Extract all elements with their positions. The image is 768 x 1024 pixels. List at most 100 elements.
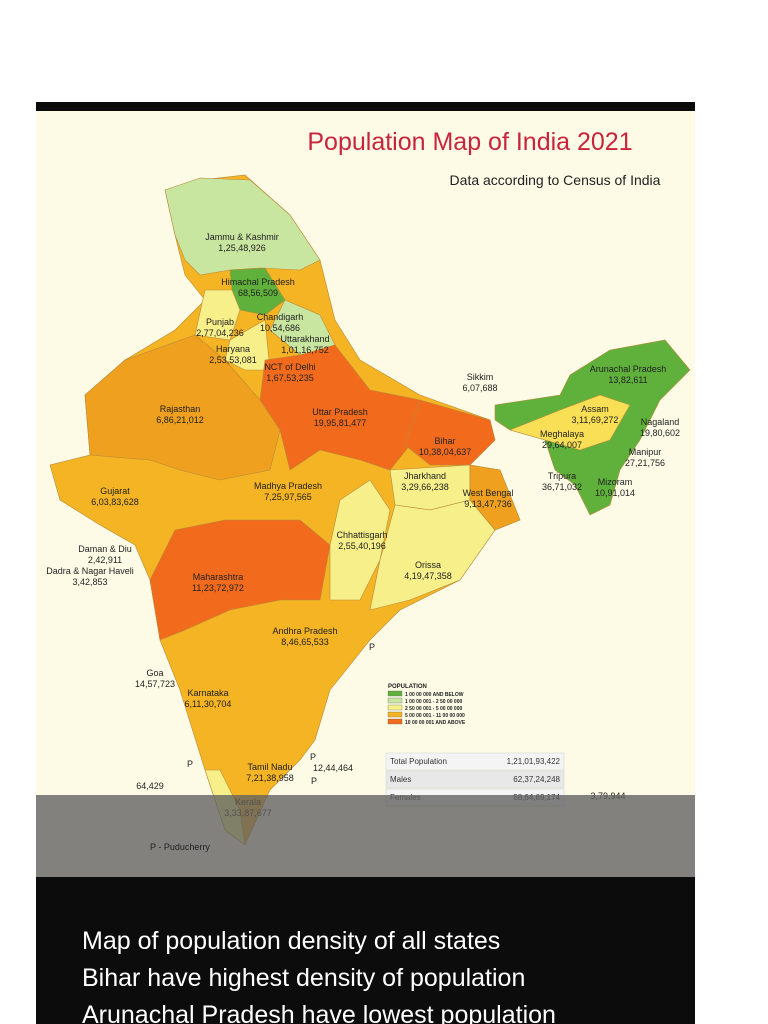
marker-note: P - Puducherry — [150, 842, 210, 852]
region-name: Manipur — [629, 447, 662, 457]
region-population: 19,80,602 — [640, 428, 680, 438]
region-population: 19,95,81,477 — [314, 418, 367, 428]
state-region — [329, 479, 391, 601]
top-bar — [36, 102, 695, 111]
region-population: 11,23,72,972 — [192, 583, 244, 593]
region-name: Andhra Pradesh — [272, 626, 337, 636]
region-name: NCT of Delhi — [264, 362, 315, 372]
totals-value: 1,21,01,93,422 — [507, 757, 561, 766]
region-population: 10,38,04,637 — [419, 447, 472, 457]
region-name: Goa — [146, 668, 163, 678]
region-population: 6,07,688 — [462, 383, 497, 393]
region-name: Orissa — [415, 560, 441, 570]
region-population: 1,01,16,752 — [281, 345, 329, 355]
region-population: 2,77,04,236 — [196, 328, 244, 338]
map-title: Population Map of India 2021 — [307, 128, 632, 156]
region-name: Chhattisgarh — [336, 530, 387, 540]
marker: P — [369, 642, 375, 652]
legend-title: POPULATION — [388, 684, 427, 690]
legend-label: 5 00 00 001 - 11 00 00 000 — [405, 713, 465, 719]
caption-panel — [36, 877, 695, 1024]
region-population: 3,11,69,272 — [572, 415, 619, 425]
region-population: 6,86,21,012 — [156, 415, 204, 425]
region-name: Dadra & Nagar Haveli — [46, 566, 134, 576]
state-region — [164, 177, 321, 276]
region-population: 2,53,53,081 — [209, 355, 257, 365]
region-name: West Bengal — [463, 488, 514, 498]
caption-line: Arunachal Pradesh have lowest population — [82, 1001, 556, 1024]
region-name: Uttarakhand — [280, 334, 329, 344]
region-name: Punjab — [206, 317, 234, 327]
legend-swatch — [387, 704, 403, 711]
region-name: Assam — [581, 404, 609, 414]
region-name: Meghalaya — [540, 429, 584, 439]
marker: P — [310, 752, 316, 762]
region-population: 64,429 — [136, 781, 164, 791]
region-name: Karnataka — [187, 688, 228, 698]
region-name: Haryana — [216, 344, 250, 354]
region-population: 6,03,83,628 — [91, 497, 139, 507]
region-population: 7,25,97,565 — [264, 492, 312, 502]
region-population: 68,56,509 — [238, 288, 278, 298]
region-name: Jharkhand — [404, 471, 446, 481]
region-name: Tamil Nadu — [247, 762, 292, 772]
state-region — [224, 319, 271, 371]
legend-label: 2 50 00 001 - 5 00 00 000 — [405, 706, 462, 712]
region-name: Mizoram — [598, 477, 633, 487]
region-name: Madhya Pradesh — [254, 481, 322, 491]
state-region — [194, 289, 241, 341]
region-name: Uttar Pradesh — [312, 407, 368, 417]
state-region — [149, 519, 331, 641]
marker: P — [311, 776, 317, 786]
region-name: Maharashtra — [193, 572, 244, 582]
region-population: 9,13,47,736 — [464, 499, 512, 509]
caption: Map of population density of all states B… — [82, 927, 556, 1024]
region-population: 1,25,48,926 — [218, 243, 266, 253]
totals-row — [385, 752, 565, 771]
legend-label: 10 00 00 001 AND ABOVE — [405, 720, 466, 726]
region-population: 2,42,911 — [88, 555, 122, 565]
region-population: 10,54,686 — [260, 323, 300, 333]
region-population: 2,55,40,196 — [338, 541, 386, 551]
region-population: 29,64,007 — [542, 440, 582, 450]
region-name: Bihar — [434, 436, 455, 446]
region-name: Jammu & Kashmir — [205, 232, 279, 242]
totals-value: 62,37,24,248 — [513, 775, 560, 784]
state-region — [469, 464, 521, 531]
region-name: Nagaland — [641, 417, 680, 427]
region-name: Rajasthan — [160, 404, 201, 414]
legend-label: 1 00 00 001 - 2 50 00 000 — [405, 699, 462, 705]
marker: P — [187, 759, 193, 769]
region-name: Himachal Pradesh — [221, 277, 295, 287]
map-subtitle: Data according to Census of India — [450, 172, 661, 188]
region-population: 13,82,611 — [608, 375, 647, 385]
region-population: 3,42,853 — [72, 577, 107, 587]
totals-label: Total Population — [390, 757, 447, 766]
caption-line: Map of population density of all states — [82, 927, 500, 955]
totals-row — [385, 770, 565, 789]
region-name: Chandigarh — [257, 312, 304, 322]
legend-label: 1 00 00 000 AND BELOW — [405, 692, 464, 698]
region-population: 14,57,723 — [135, 679, 175, 689]
region-population: 10,91,014 — [595, 488, 635, 498]
overlay-band — [36, 795, 695, 877]
region-population: 36,71,032 — [542, 482, 582, 492]
region-name: Arunachal Pradesh — [590, 364, 667, 374]
legend-swatch — [387, 711, 403, 718]
region-population: 8,46,65,533 — [281, 637, 329, 647]
region-population: 27,21,756 — [625, 458, 665, 468]
legend-swatch — [387, 718, 403, 725]
state-region — [509, 394, 631, 451]
region-population: 1,67,53,235 — [266, 373, 314, 383]
region-population: 6,11,30,704 — [185, 699, 232, 709]
region-population: 3,29,66,238 — [401, 482, 449, 492]
caption-line: Bihar have highest density of population — [82, 964, 525, 992]
region-population: 7,21,38,958 — [246, 773, 294, 783]
region-name: Sikkim — [467, 372, 494, 382]
legend-swatch — [387, 690, 403, 697]
state-region — [84, 334, 281, 481]
region-name: Gujarat — [100, 486, 130, 496]
